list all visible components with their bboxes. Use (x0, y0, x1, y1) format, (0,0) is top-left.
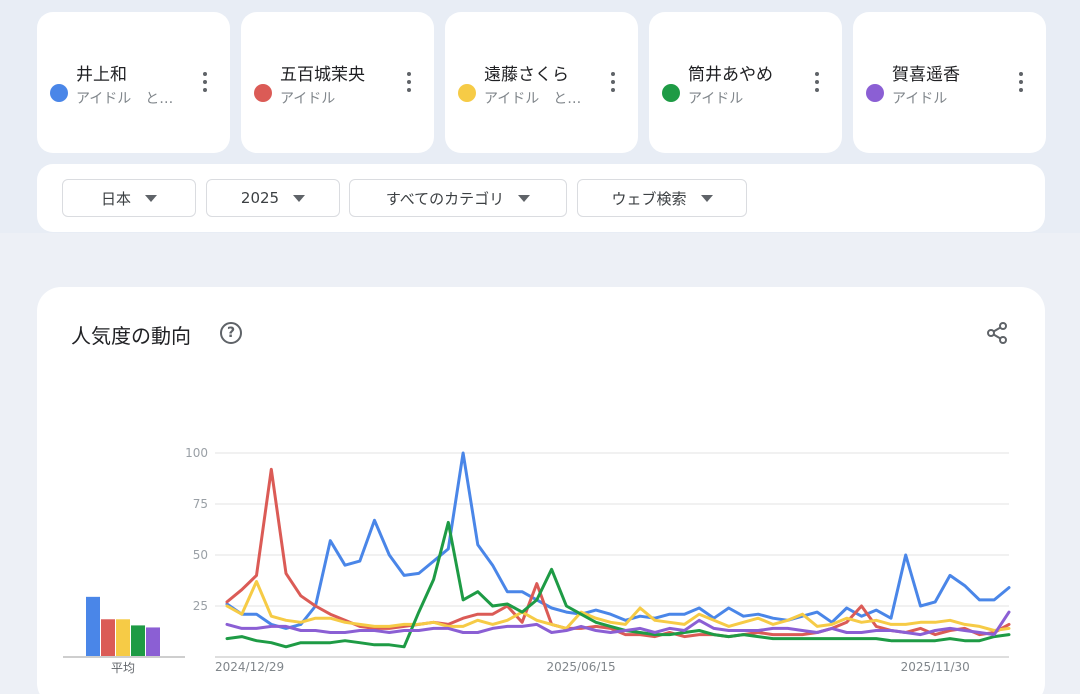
x-tick-label: 2025/11/30 (901, 660, 970, 674)
y-tick-label: 50 (193, 548, 208, 562)
term-card-4[interactable]: 筒井あやめ アイドル (649, 12, 842, 153)
chart-title: 人気度の動向 (71, 324, 191, 348)
term-subtitle: アイドル (688, 91, 744, 107)
average-bar (101, 619, 115, 656)
y-tick-label: 25 (193, 599, 208, 613)
term-color-dot (50, 84, 68, 102)
term-color-dot (254, 84, 272, 102)
category-select[interactable]: すべてのカテゴリ (349, 179, 567, 217)
more-vert-icon[interactable] (610, 72, 616, 92)
filter-bar: 日本 2025 すべてのカテゴリ ウェブ検索 (37, 164, 1045, 232)
series-line (225, 610, 1011, 637)
chevron-down-icon (518, 194, 531, 202)
more-vert-icon[interactable] (406, 72, 412, 92)
chevron-down-icon (145, 194, 157, 202)
term-card-2[interactable]: 五百城茉央 アイドル (241, 12, 434, 153)
term-name: 五百城茉央 (280, 65, 365, 85)
region-select-label: 日本 (100, 189, 131, 208)
series-line (225, 520, 1011, 649)
term-card-1[interactable]: 井上和 アイドル と… (37, 12, 230, 153)
y-tick-label: 100 (185, 446, 208, 460)
average-bar (146, 627, 160, 656)
term-subtitle: アイドル (280, 91, 336, 107)
period-select[interactable]: 2025 (206, 179, 340, 217)
chevron-down-icon (700, 194, 713, 202)
x-tick-label: 2025/06/15 (547, 660, 616, 674)
term-name: 賀喜遥香 (892, 65, 960, 85)
search-type-select[interactable]: ウェブ検索 (577, 179, 747, 217)
term-card-3[interactable]: 遠藤さくら アイドル と… (445, 12, 638, 153)
average-bar (116, 619, 130, 656)
interest-chart[interactable]: 100 75 50 25 2024/12/29 2025/06/15 2025/11/30 (37, 287, 1045, 694)
more-vert-icon[interactable] (814, 72, 820, 92)
y-tick-label: 75 (193, 497, 208, 511)
term-name: 筒井あやめ (688, 65, 773, 85)
term-color-dot (662, 84, 680, 102)
help-icon[interactable]: ? (220, 322, 242, 344)
more-vert-icon[interactable] (202, 72, 208, 92)
interest-over-time-card: 人気度の動向 ? 100 75 50 25 2024/12/29 2025/06/15 20… (37, 287, 1045, 694)
average-label: 平均 (111, 661, 136, 675)
series-line (225, 451, 1011, 630)
search-type-select-label: ウェブ検索 (611, 189, 687, 208)
average-bar (131, 625, 145, 656)
region-select[interactable]: 日本 (62, 179, 196, 217)
term-subtitle: アイドル (892, 91, 948, 107)
chevron-down-icon (293, 194, 306, 202)
term-subtitle: アイドル と… (76, 91, 174, 107)
term-name: 遠藤さくら (484, 65, 569, 85)
series-line (225, 580, 1011, 632)
compare-terms: 井上和 アイドル と… 五百城茉央 アイドル 遠藤さくら アイドル と… 筒井あ… (37, 12, 1046, 153)
average-bar (86, 596, 100, 656)
term-card-5[interactable]: 賀喜遥香 アイドル (853, 12, 1046, 153)
share-icon[interactable] (985, 321, 1009, 345)
term-color-dot (458, 84, 476, 102)
more-vert-icon[interactable] (1018, 72, 1024, 92)
period-select-label: 2025 (240, 189, 280, 207)
category-select-label: すべてのカテゴリ (385, 189, 505, 208)
term-subtitle: アイドル と… (484, 91, 582, 107)
term-name: 井上和 (76, 65, 127, 85)
term-color-dot (866, 84, 884, 102)
x-tick-label: 2024/12/29 (215, 660, 284, 674)
